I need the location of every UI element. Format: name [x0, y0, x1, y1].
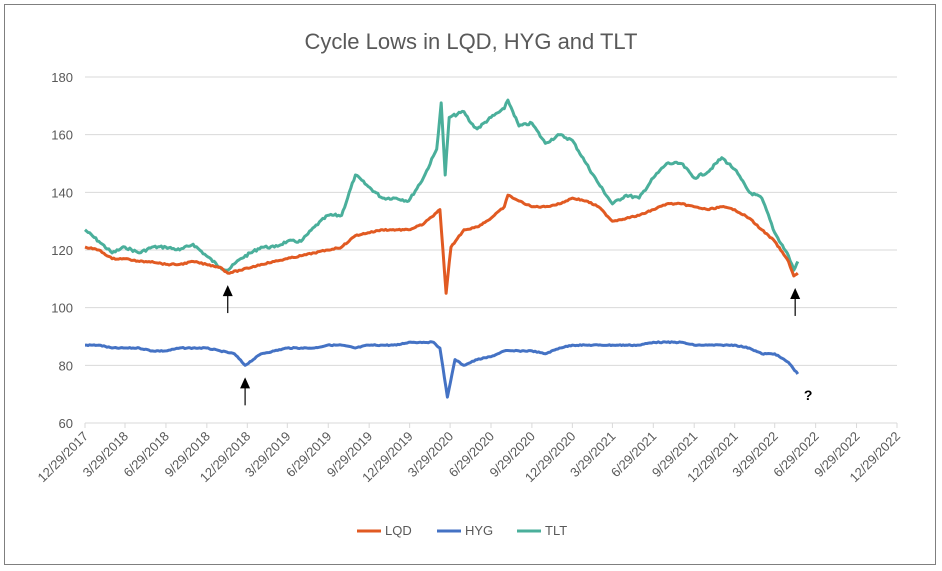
series-lines: [84, 98, 800, 399]
y-tick-label: 120: [51, 243, 73, 258]
y-tick-label: 60: [59, 416, 73, 431]
series-line-hyg: [85, 340, 800, 399]
arrow-icon: [790, 287, 801, 299]
annotations: ?: [222, 285, 813, 406]
y-tick-label: 80: [59, 358, 73, 373]
question-mark-annotation: ?: [804, 387, 813, 403]
y-tick-label: 160: [51, 128, 73, 143]
legend-label-hyg: HYG: [465, 523, 493, 538]
arrow-icon: [240, 377, 251, 389]
chart-frame: Cycle Lows in LQD, HYG and TLT 60 80 100 12…: [4, 4, 936, 565]
legend-label-tlt: TLT: [545, 523, 567, 538]
legend: LQD HYG TLT: [357, 523, 567, 538]
y-axis-ticks: 60 80 100 120 140 160 180: [51, 70, 73, 431]
gridlines: [85, 76, 897, 424]
series-line-tlt: [84, 98, 800, 272]
series-line-lqd: [84, 193, 799, 295]
y-tick-label: 100: [51, 301, 73, 316]
arrow-icon: [222, 285, 233, 297]
x-tick-label: 12/29/2017: [34, 429, 91, 486]
y-tick-label: 140: [51, 185, 73, 200]
y-tick-label: 180: [51, 70, 73, 85]
x-axis-ticks: 12/29/20173/29/20186/29/20189/29/201812/…: [34, 423, 903, 485]
line-chart: Cycle Lows in LQD, HYG and TLT 60 80 100 12…: [34, 29, 903, 538]
chart-title: Cycle Lows in LQD, HYG and TLT: [305, 29, 638, 54]
legend-label-lqd: LQD: [385, 523, 412, 538]
